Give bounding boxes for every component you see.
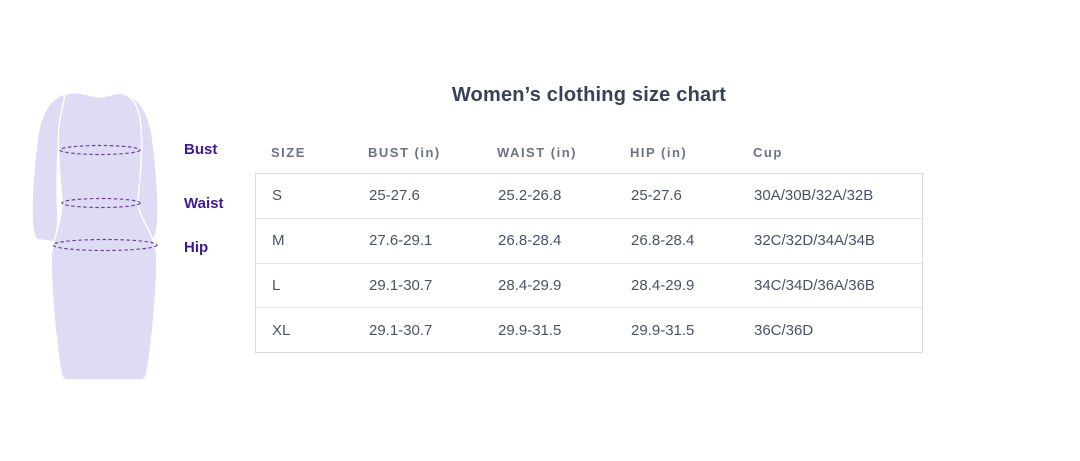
cup-value: 36C/36D <box>754 321 814 339</box>
bust-value: 29.1-30.7 <box>369 276 433 294</box>
bust-value: 29.1-30.7 <box>369 321 433 339</box>
waist-measure-line <box>61 197 141 209</box>
bust-label: Bust <box>184 141 218 158</box>
hip-value: 26.8-28.4 <box>631 232 695 250</box>
table-row-l: L 29.1-30.7 28.4-29.9 28.4-29.9 34C/34D/… <box>256 262 922 308</box>
waist-value: 28.4-29.9 <box>498 276 562 294</box>
cup-value: 30A/30B/32A/32B <box>754 187 874 205</box>
waist-value: 29.9-31.5 <box>498 321 562 339</box>
dress-left-sleeve <box>32 95 64 241</box>
dress-body <box>50 92 158 381</box>
waist-value: 25.2-26.8 <box>498 187 562 205</box>
hip-value: 25-27.6 <box>631 187 682 205</box>
bust-value: 25-27.6 <box>369 187 420 205</box>
dress-illustration <box>20 88 170 388</box>
dress-svg <box>32 92 158 381</box>
size-value: XL <box>272 321 291 339</box>
bust-value: 27.6-29.1 <box>369 232 433 250</box>
column-header-bust: BUST (in) <box>368 144 441 160</box>
column-header-hip: HIP (in) <box>630 144 688 160</box>
cup-value: 32C/32D/34A/34B <box>754 232 875 250</box>
size-value: M <box>272 232 285 250</box>
size-table: S 25-27.6 25.2-26.8 25-27.6 30A/30B/32A/… <box>255 173 923 353</box>
column-header-size: SIZE <box>271 144 306 160</box>
table-row-s: S 25-27.6 25.2-26.8 25-27.6 30A/30B/32A/… <box>256 174 922 218</box>
hip-measure-line <box>52 238 158 252</box>
size-table-header: SIZE BUST (in) WAIST (in) HIP (in) Cup <box>255 135 923 169</box>
hip-value: 29.9-31.5 <box>631 321 695 339</box>
waist-value: 26.8-28.4 <box>498 232 562 250</box>
size-value: L <box>272 276 281 294</box>
bust-measure-line <box>59 144 141 156</box>
page-title: Women’s clothing size chart <box>451 84 727 106</box>
column-header-waist: WAIST (in) <box>497 144 577 160</box>
hip-value: 28.4-29.9 <box>631 276 695 294</box>
waist-label: Waist <box>184 195 224 212</box>
column-header-cup: Cup <box>753 144 783 160</box>
hip-label: Hip <box>184 239 209 256</box>
size-value: S <box>272 187 283 205</box>
table-row-m: M 27.6-29.1 26.8-28.4 26.8-28.4 32C/32D/… <box>256 217 922 263</box>
table-row-xl: XL 29.1-30.7 29.9-31.5 29.9-31.5 36C/36D <box>256 307 922 352</box>
cup-value: 34C/34D/36A/36B <box>754 276 875 294</box>
